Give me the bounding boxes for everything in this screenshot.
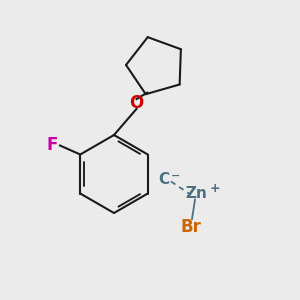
Text: F: F [47,136,58,154]
Text: O: O [129,94,144,112]
Text: −: − [171,170,180,181]
Text: Br: Br [180,218,201,236]
Text: C: C [158,172,169,188]
Text: Zn: Zn [186,186,207,201]
Text: +: + [209,182,220,196]
